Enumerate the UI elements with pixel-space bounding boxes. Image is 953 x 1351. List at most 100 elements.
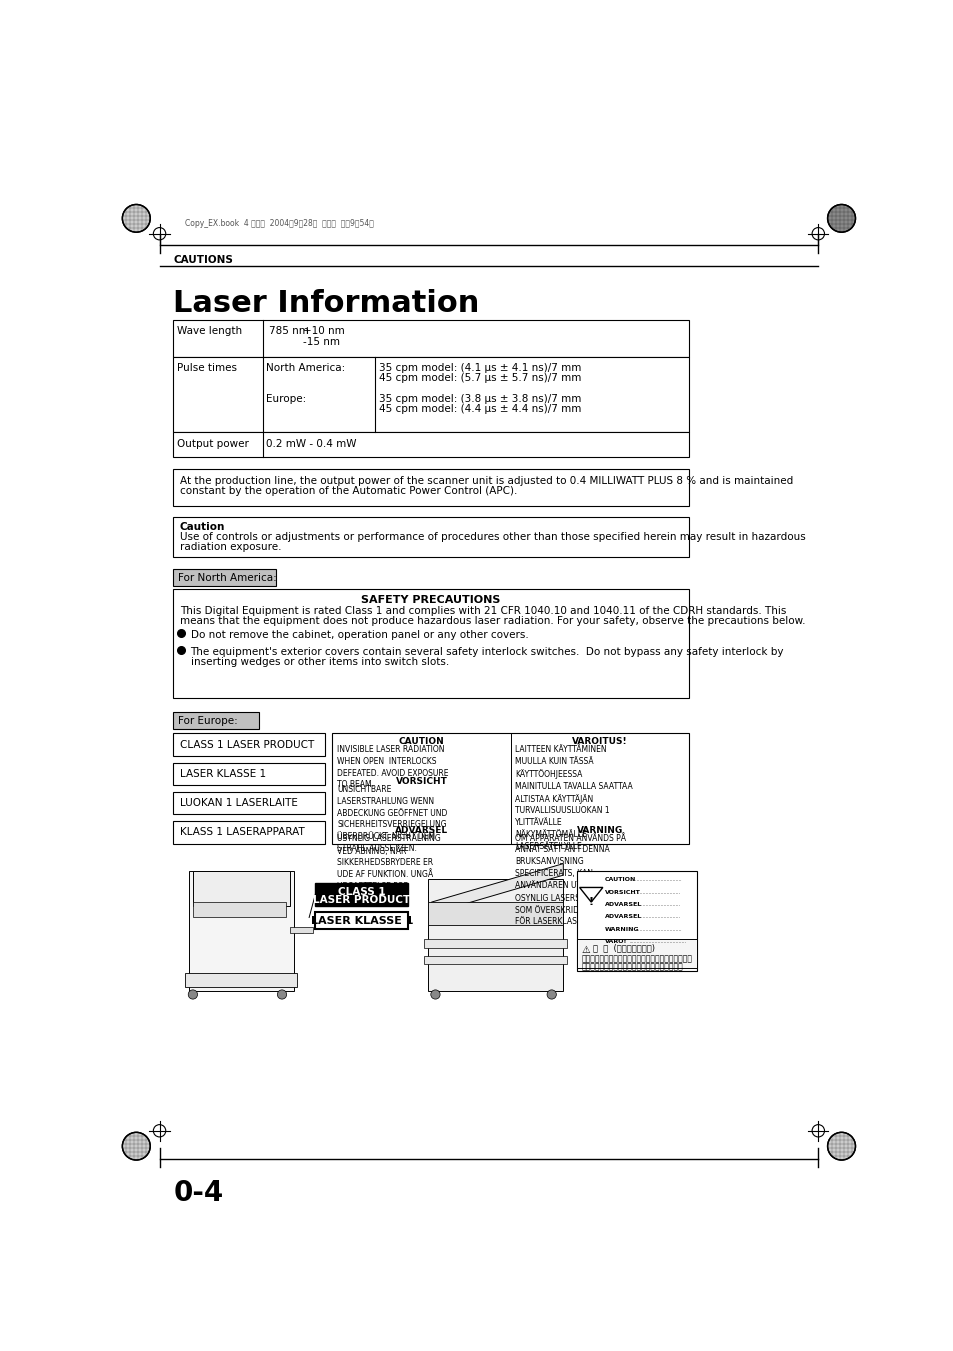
Bar (189, 871, 294, 990)
Text: USYNLIG LASERSTRÅLNING
VED ÅBNING, NÅR
SIKKERHEDSBRYDERE ER
UDE AF FUNKTION. UNG: USYNLIG LASERSTRÅLNING VED ÅBNING, NÅR S… (336, 834, 440, 902)
Text: VARO!: VARO! (604, 939, 627, 944)
Circle shape (122, 204, 150, 232)
Text: ..................................: .................................. (629, 902, 680, 907)
Bar (173, 517, 688, 557)
Text: VORSICHT: VORSICHT (604, 890, 640, 894)
Text: ⚠: ⚠ (581, 946, 590, 955)
Text: ADVARSEL: ADVARSEL (604, 915, 641, 920)
Text: ADVARSEL: ADVARSEL (604, 902, 641, 907)
Bar (427, 902, 562, 925)
Text: CLASS 1: CLASS 1 (337, 886, 385, 897)
Text: Pulse times: Pulse times (177, 363, 237, 373)
Text: 785 nm: 785 nm (269, 326, 309, 336)
Text: LUOKAN 1 LASERLAITE: LUOKAN 1 LASERLAITE (179, 798, 297, 808)
Text: radiation exposure.: radiation exposure. (179, 543, 281, 553)
Circle shape (827, 1132, 855, 1161)
Bar (173, 570, 275, 586)
Bar (193, 902, 286, 917)
Text: VARNING: VARNING (576, 825, 622, 835)
Text: Wave length: Wave length (177, 326, 242, 336)
Text: For North America:: For North America: (178, 573, 276, 584)
Text: UNSICHTBARE
LASERSTRAHLUNG WENN
ABDECKUNG GEÖFFNET UND
SICHERHEITSVERRIEGELUNG
Ü: UNSICHTBARE LASERSTRAHLUNG WENN ABDECKUN… (336, 785, 447, 852)
Text: VORSICHT: VORSICHT (395, 777, 447, 786)
Text: 35 cpm model: (3.8 μs ± 3.8 ns)/7 mm: 35 cpm model: (3.8 μs ± 3.8 ns)/7 mm (378, 394, 580, 404)
Text: レーザー光にさらされないようにしてください。: レーザー光にさらされないようにしてください。 (581, 962, 683, 971)
Text: Do not remove the cabinet, operation panel or any other covers.: Do not remove the cabinet, operation pan… (191, 631, 528, 640)
Circle shape (122, 1132, 150, 1161)
Text: Use of controls or adjustments or performance of procedures other than those spe: Use of controls or adjustments or perfor… (179, 532, 804, 543)
Text: For Europe:: For Europe: (178, 716, 237, 725)
Text: CAUTIONS: CAUTIONS (173, 254, 233, 265)
Circle shape (827, 204, 855, 232)
Bar (315, 912, 408, 929)
Text: CLASS 1 LASER PRODUCT: CLASS 1 LASER PRODUCT (179, 739, 314, 750)
Text: 45 cpm model: (4.4 μs ± 4.4 ns)/7 mm: 45 cpm model: (4.4 μs ± 4.4 ns)/7 mm (378, 404, 580, 413)
Text: INVISIBLE LASER RADIATION
WHEN OPEN  INTERLOCKS
DEFEATED. AVOID EXPOSURE
TO BEAM: INVISIBLE LASER RADIATION WHEN OPEN INTE… (336, 744, 448, 789)
Text: VAROITUS!: VAROITUS! (572, 738, 627, 746)
Text: At the production line, the output power of the scanner unit is adjusted to 0.4 : At the production line, the output power… (179, 476, 792, 485)
Text: Output power: Output power (177, 439, 249, 449)
Bar (173, 357, 688, 432)
Text: inserting wedges or other items into switch slots.: inserting wedges or other items into swi… (191, 657, 448, 667)
Bar (193, 871, 290, 907)
Text: LASER KLASSE 1: LASER KLASSE 1 (311, 916, 413, 925)
Text: カバーを開けてインターロックを無効にした場合には: カバーを開けてインターロックを無効にした場合には (581, 954, 692, 963)
Circle shape (546, 990, 556, 1000)
Text: +10 nm: +10 nm (303, 326, 344, 336)
Text: 35 cpm model: (4.1 μs ± 4.1 ns)/7 mm: 35 cpm model: (4.1 μs ± 4.1 ns)/7 mm (378, 363, 580, 373)
Bar (173, 792, 324, 815)
Bar (332, 734, 688, 843)
Text: 0-4: 0-4 (173, 1178, 224, 1206)
Polygon shape (579, 888, 602, 902)
Text: ..................................: .................................. (629, 915, 680, 920)
Bar (577, 939, 697, 969)
Text: ..................................: .................................. (629, 890, 680, 894)
Polygon shape (431, 863, 562, 913)
Text: The equipment's exterior covers contain several safety interlock switches.  Do n: The equipment's exterior covers contain … (191, 647, 783, 657)
Text: ADVARSEL: ADVARSEL (395, 825, 448, 835)
Text: 注  意  (サービスマン用): 注 意 (サービスマン用) (592, 943, 654, 952)
Bar (427, 880, 562, 990)
Text: -15 nm: -15 nm (303, 336, 339, 347)
Bar (290, 927, 313, 934)
Bar (173, 821, 324, 843)
Circle shape (431, 990, 439, 1000)
Text: ......................................: ...................................... (629, 939, 686, 944)
Text: North America:: North America: (266, 363, 345, 373)
Bar (423, 957, 567, 963)
Bar (173, 320, 688, 357)
Text: KLASS 1 LASERAPPARAT: KLASS 1 LASERAPPARAT (179, 827, 304, 838)
Text: ...................................: ................................... (629, 927, 681, 932)
Text: WARNING: WARNING (604, 927, 639, 932)
Bar (173, 712, 258, 728)
Text: OM APPARATEN ANVÄNDS PÅ
ANNAT SÄTT ÄN I DENNA
BRUKSANVISNING
SPECIFICERATS, KAN
: OM APPARATEN ANVÄNDS PÅ ANNAT SÄTT ÄN I … (515, 834, 628, 927)
Bar (423, 939, 567, 948)
Text: 45 cpm model: (5.7 μs ± 5.7 ns)/7 mm: 45 cpm model: (5.7 μs ± 5.7 ns)/7 mm (378, 373, 580, 384)
Text: SAFETY PRECAUTIONS: SAFETY PRECAUTIONS (361, 594, 500, 605)
Text: 0.2 mW - 0.4 mW: 0.2 mW - 0.4 mW (266, 439, 356, 449)
Circle shape (277, 990, 286, 1000)
Bar (577, 871, 697, 971)
Text: CAUTION: CAUTION (398, 738, 444, 746)
Circle shape (188, 990, 197, 1000)
Text: constant by the operation of the Automatic Power Control (APC).: constant by the operation of the Automat… (179, 485, 517, 496)
Bar (173, 589, 688, 698)
Text: ...................................: ................................... (629, 877, 681, 882)
Bar (185, 973, 297, 986)
Bar (173, 469, 688, 507)
Bar (173, 734, 324, 755)
Text: Europe:: Europe: (266, 394, 307, 404)
Text: Copy_EX.book  4 ページ  2004年9月28日  火曜日  午农9時54分: Copy_EX.book 4 ページ 2004年9月28日 火曜日 午农9時54… (185, 219, 374, 228)
Text: This Digital Equipment is rated Class 1 and complies with 21 CFR 1040.10 and 104: This Digital Equipment is rated Class 1 … (179, 605, 785, 616)
Text: !: ! (588, 897, 593, 908)
Text: means that the equipment does not produce hazardous laser radiation. For your sa: means that the equipment does not produc… (179, 616, 804, 626)
Text: CAUTION: CAUTION (604, 877, 636, 882)
Text: LASER PRODUCT: LASER PRODUCT (313, 896, 410, 905)
Text: Caution: Caution (179, 523, 225, 532)
Text: LASER KLASSE 1: LASER KLASSE 1 (179, 769, 266, 780)
Text: Laser Information: Laser Information (173, 289, 479, 319)
Bar (173, 432, 688, 457)
Bar (315, 882, 408, 907)
Bar (173, 763, 324, 785)
Text: LAITTEEN KÄYTTÄMINEN
MUULLA KUIN TÄSSÄ
KÄYTTÖOHJEESSA
MAINITULLA TAVALLA SAATTAA: LAITTEEN KÄYTTÄMINEN MUULLA KUIN TÄSSÄ K… (515, 744, 633, 851)
